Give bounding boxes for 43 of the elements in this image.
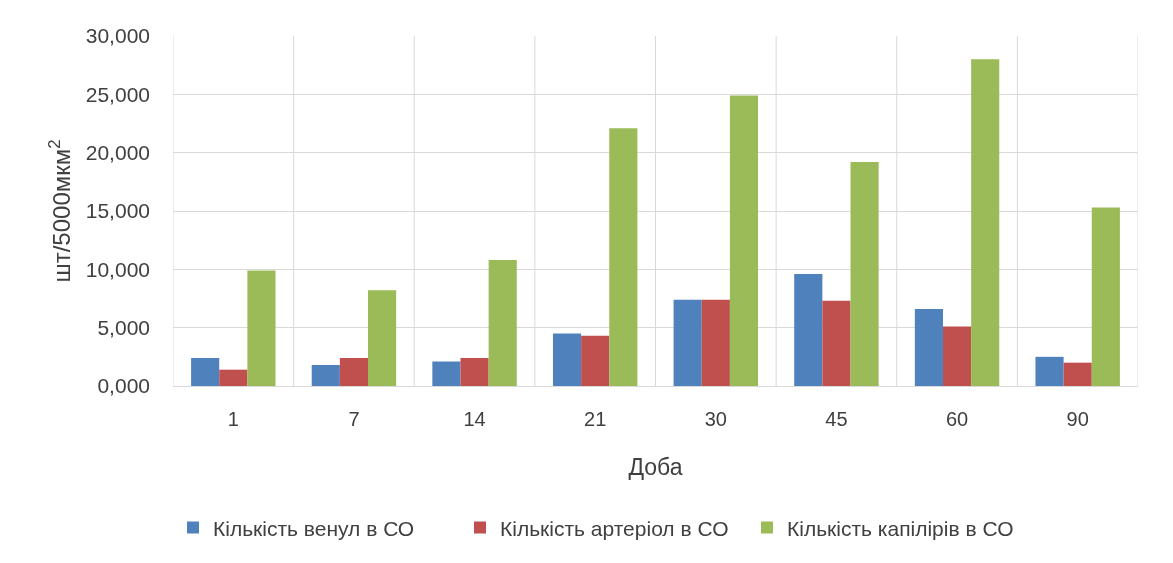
bar xyxy=(552,333,582,386)
x-axis-title: Доба xyxy=(628,453,683,480)
bar xyxy=(219,369,248,386)
bar xyxy=(971,59,1000,386)
legend-label: Кількість венул в СО xyxy=(213,516,415,540)
x-tick-label: 1 xyxy=(227,408,239,430)
bar xyxy=(609,128,638,386)
bar xyxy=(1035,356,1064,386)
x-tick-label: 7 xyxy=(348,408,360,430)
y-tick-label: 0,000 xyxy=(97,374,150,398)
y-tick-label: 20,000 xyxy=(85,141,150,165)
y-tick-label: 10,000 xyxy=(85,257,150,281)
bar xyxy=(794,274,823,386)
y-tick-label: 25,000 xyxy=(85,82,150,106)
bar xyxy=(850,162,879,386)
bar xyxy=(191,358,220,386)
bar xyxy=(729,95,759,386)
bar xyxy=(339,358,369,386)
bar xyxy=(581,335,610,386)
x-tick-label: 30 xyxy=(704,408,727,430)
bar xyxy=(368,290,397,386)
y-tick-label: 30,000 xyxy=(85,24,150,48)
bar xyxy=(488,260,517,386)
bar xyxy=(432,361,461,386)
x-tick-label: 21 xyxy=(584,408,607,430)
x-tick-label: 60 xyxy=(945,408,969,430)
bar xyxy=(673,299,702,386)
x-tick-label: 90 xyxy=(1066,408,1089,430)
y-tick-label: 5,000 xyxy=(97,316,150,340)
x-tick-label: 14 xyxy=(463,408,486,430)
legend-label: Кількість капілірів в СО xyxy=(787,516,1014,540)
bar xyxy=(1091,207,1120,386)
y-tick-label: 15,000 xyxy=(85,199,150,223)
bar xyxy=(914,309,943,386)
bar xyxy=(247,270,276,386)
x-tick-label: 45 xyxy=(825,408,848,430)
bar xyxy=(822,300,851,386)
bar xyxy=(701,299,730,386)
bar xyxy=(1063,362,1092,386)
bar xyxy=(311,365,340,386)
bar xyxy=(942,326,972,386)
legend-label: Кількість артеріол в СО xyxy=(500,516,729,540)
bar xyxy=(460,358,489,386)
